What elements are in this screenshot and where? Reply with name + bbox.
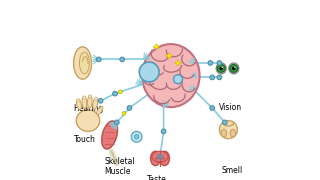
- Ellipse shape: [74, 47, 92, 79]
- Ellipse shape: [76, 99, 81, 110]
- Ellipse shape: [216, 63, 226, 74]
- Circle shape: [210, 106, 214, 110]
- Ellipse shape: [160, 151, 170, 166]
- Circle shape: [234, 67, 236, 68]
- Circle shape: [157, 161, 159, 163]
- Text: Smell: Smell: [221, 166, 243, 175]
- Ellipse shape: [152, 151, 168, 162]
- Circle shape: [208, 61, 213, 65]
- Circle shape: [222, 120, 227, 125]
- Text: Touch: Touch: [74, 135, 95, 144]
- Ellipse shape: [229, 63, 239, 74]
- Circle shape: [131, 131, 142, 142]
- Circle shape: [159, 156, 161, 158]
- Circle shape: [158, 154, 162, 159]
- Ellipse shape: [79, 52, 89, 74]
- Circle shape: [221, 67, 223, 68]
- Ellipse shape: [230, 129, 236, 137]
- Circle shape: [210, 75, 214, 80]
- Ellipse shape: [100, 107, 103, 109]
- Circle shape: [230, 64, 238, 72]
- Circle shape: [127, 106, 132, 110]
- Circle shape: [173, 75, 182, 84]
- Ellipse shape: [83, 96, 86, 99]
- Circle shape: [161, 129, 166, 134]
- Ellipse shape: [220, 121, 237, 139]
- Circle shape: [156, 158, 157, 159]
- Ellipse shape: [76, 110, 100, 131]
- Text: Vision: Vision: [220, 103, 243, 112]
- Ellipse shape: [150, 151, 160, 166]
- Circle shape: [134, 135, 139, 139]
- Circle shape: [217, 64, 225, 72]
- Text: Hearing: Hearing: [74, 104, 104, 113]
- Ellipse shape: [88, 95, 92, 108]
- Circle shape: [98, 98, 103, 103]
- Circle shape: [232, 67, 236, 70]
- Ellipse shape: [82, 96, 87, 109]
- Text: Skeletal
Muscle: Skeletal Muscle: [104, 157, 135, 176]
- Ellipse shape: [94, 97, 98, 100]
- Ellipse shape: [102, 121, 117, 149]
- Ellipse shape: [93, 98, 98, 109]
- Circle shape: [113, 91, 117, 96]
- Polygon shape: [166, 53, 172, 59]
- Circle shape: [217, 75, 222, 80]
- Text: Taste: Taste: [148, 175, 167, 180]
- Circle shape: [96, 57, 101, 62]
- Polygon shape: [175, 60, 181, 66]
- Circle shape: [161, 161, 163, 163]
- Circle shape: [119, 90, 122, 94]
- Ellipse shape: [77, 99, 80, 102]
- Ellipse shape: [97, 107, 103, 114]
- Circle shape: [139, 62, 159, 82]
- Circle shape: [217, 61, 222, 65]
- Ellipse shape: [221, 129, 227, 137]
- Polygon shape: [153, 44, 160, 50]
- Circle shape: [220, 67, 223, 70]
- Ellipse shape: [142, 44, 200, 107]
- Circle shape: [163, 158, 164, 159]
- Ellipse shape: [89, 95, 92, 98]
- Circle shape: [120, 57, 124, 62]
- Circle shape: [122, 112, 126, 115]
- Circle shape: [115, 120, 119, 125]
